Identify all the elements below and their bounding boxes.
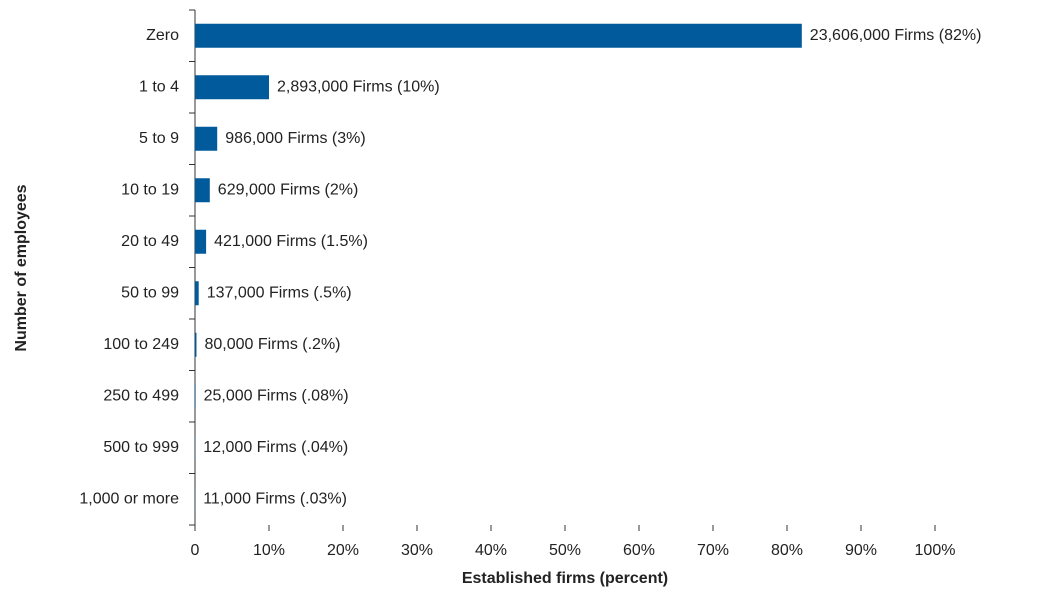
- x-tick-label: 90%: [845, 542, 877, 559]
- value-label: 2,893,000 Firms (10%): [277, 78, 440, 95]
- value-label: 421,000 Firms (1.5%): [214, 233, 368, 250]
- value-label: 137,000 Firms (.5%): [207, 284, 352, 301]
- value-label: 80,000 Firms (.2%): [204, 336, 340, 353]
- x-axis-label: Established firms (percent): [462, 570, 668, 587]
- bar: [195, 229, 207, 254]
- x-tick-label: 60%: [623, 542, 655, 559]
- y-tick-label: 10 to 19: [121, 181, 179, 198]
- bar: [195, 384, 196, 409]
- y-tick-label: 250 to 499: [103, 387, 179, 404]
- y-tick-label: 100 to 249: [103, 336, 179, 353]
- bar: [195, 75, 269, 100]
- y-tick-label: 500 to 999: [103, 439, 179, 456]
- x-tick-label: 70%: [697, 542, 729, 559]
- x-tick-label: 100%: [915, 542, 956, 559]
- value-label: 25,000 Firms (.08%): [204, 387, 349, 404]
- y-tick-label: 5 to 9: [139, 130, 179, 147]
- bar: [195, 332, 197, 357]
- y-tick-label: Zero: [146, 27, 179, 44]
- value-label: 11,000 Firms (.03%): [203, 490, 347, 507]
- x-tick-label: 20%: [327, 542, 359, 559]
- x-tick-label: 10%: [253, 542, 285, 559]
- value-label: 629,000 Firms (2%): [218, 181, 358, 198]
- x-tick-label: 0: [191, 542, 200, 559]
- y-tick-label: 20 to 49: [121, 233, 179, 250]
- x-tick-label: 40%: [475, 542, 507, 559]
- x-tick-label: 80%: [771, 542, 803, 559]
- x-tick-label: 30%: [401, 542, 433, 559]
- value-label: 23,606,000 Firms (82%): [810, 27, 982, 44]
- y-tick-label: 1 to 4: [139, 78, 179, 95]
- y-tick-label: 50 to 99: [121, 284, 179, 301]
- bar: [195, 281, 199, 306]
- bar: [195, 178, 210, 203]
- bar: [195, 23, 802, 48]
- y-tick-label: 1,000 or more: [79, 490, 179, 507]
- bar: [195, 126, 218, 151]
- y-axis-label: Number of employees: [13, 184, 30, 351]
- value-label: 12,000 Firms (.04%): [203, 439, 348, 456]
- x-tick-label: 50%: [549, 542, 581, 559]
- value-label: 986,000 Firms (3%): [225, 130, 366, 147]
